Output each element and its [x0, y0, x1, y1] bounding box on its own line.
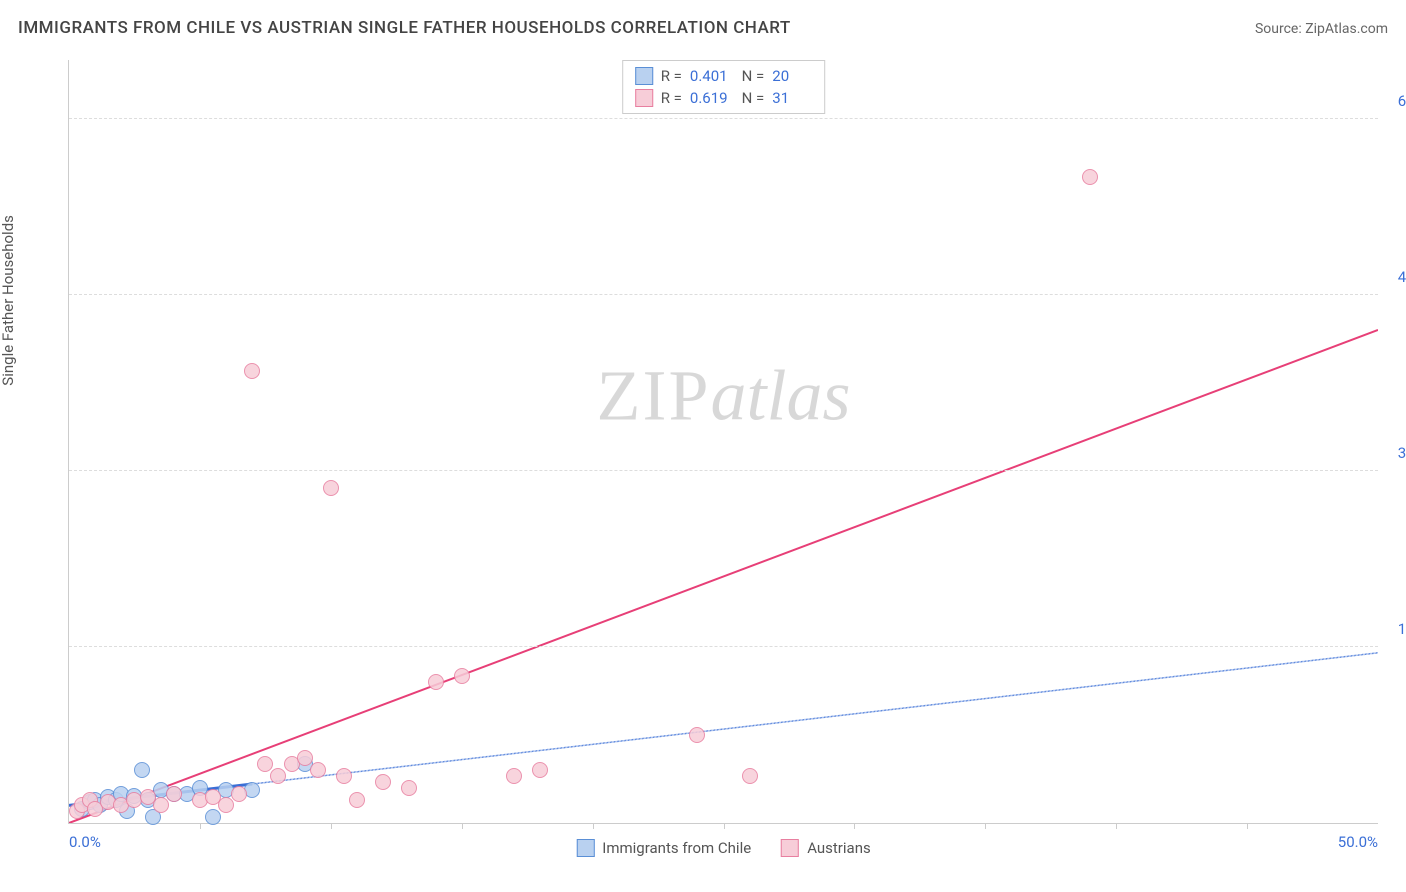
data-point — [689, 727, 705, 743]
x-tick-label: 0.0% — [69, 833, 101, 851]
chart-container: Single Father Households ZIPatlas R = 0.… — [18, 50, 1388, 874]
data-point — [310, 762, 326, 778]
y-tick-label: 45.0% — [1383, 268, 1406, 286]
page-title: IMMIGRANTS FROM CHILE VS AUSTRIAN SINGLE… — [18, 18, 791, 38]
gridline — [69, 470, 1378, 471]
gridline — [69, 118, 1378, 119]
x-tick — [462, 823, 463, 829]
data-point — [428, 674, 444, 690]
data-point — [244, 363, 260, 379]
gridline — [69, 646, 1378, 647]
y-tick-label: 15.0% — [1383, 620, 1406, 638]
x-tick — [593, 823, 594, 829]
x-tick-label: 50.0% — [1338, 833, 1378, 851]
legend-swatch — [781, 839, 799, 857]
data-point — [506, 768, 522, 784]
gridline — [69, 294, 1378, 295]
data-point — [166, 786, 182, 802]
x-tick — [1116, 823, 1117, 829]
data-point — [270, 768, 286, 784]
data-point — [742, 768, 758, 784]
trend-line — [69, 653, 1378, 806]
x-tick — [331, 823, 332, 829]
y-tick-label: 30.0% — [1383, 444, 1406, 462]
data-point — [323, 480, 339, 496]
data-point — [375, 774, 391, 790]
legend-series: Immigrants from Chile Austrians — [576, 839, 870, 857]
watermark: ZIPatlas — [596, 354, 850, 437]
legend-swatch — [635, 67, 653, 85]
x-tick — [200, 823, 201, 829]
data-point — [134, 762, 150, 778]
data-point — [218, 797, 234, 813]
data-point — [1082, 169, 1098, 185]
y-tick-label: 60.0% — [1383, 92, 1406, 110]
scatter-plot: ZIPatlas R = 0.401 N = 20R = 0.619 N = 3… — [68, 60, 1378, 824]
x-tick — [854, 823, 855, 829]
data-point — [401, 780, 417, 796]
data-point — [454, 668, 470, 684]
legend-stat-row: R = 0.401 N = 20 — [635, 65, 813, 87]
data-point — [336, 768, 352, 784]
source-attribution: Source: ZipAtlas.com — [1255, 21, 1388, 37]
data-point — [231, 786, 247, 802]
data-point — [153, 797, 169, 813]
data-point — [257, 756, 273, 772]
x-tick — [724, 823, 725, 829]
y-axis-label: Single Father Households — [0, 215, 17, 386]
legend-item: Immigrants from Chile — [576, 839, 751, 857]
data-point — [349, 792, 365, 808]
data-point — [532, 762, 548, 778]
x-tick — [1247, 823, 1248, 829]
legend-item: Austrians — [781, 839, 871, 857]
legend-stat-row: R = 0.619 N = 31 — [635, 87, 813, 109]
data-point — [205, 809, 221, 825]
data-point — [297, 750, 313, 766]
legend-swatch — [576, 839, 594, 857]
legend-swatch — [635, 89, 653, 107]
x-tick — [985, 823, 986, 829]
legend-stats: R = 0.401 N = 20R = 0.619 N = 31 — [622, 60, 826, 114]
trend-line — [69, 330, 1378, 823]
